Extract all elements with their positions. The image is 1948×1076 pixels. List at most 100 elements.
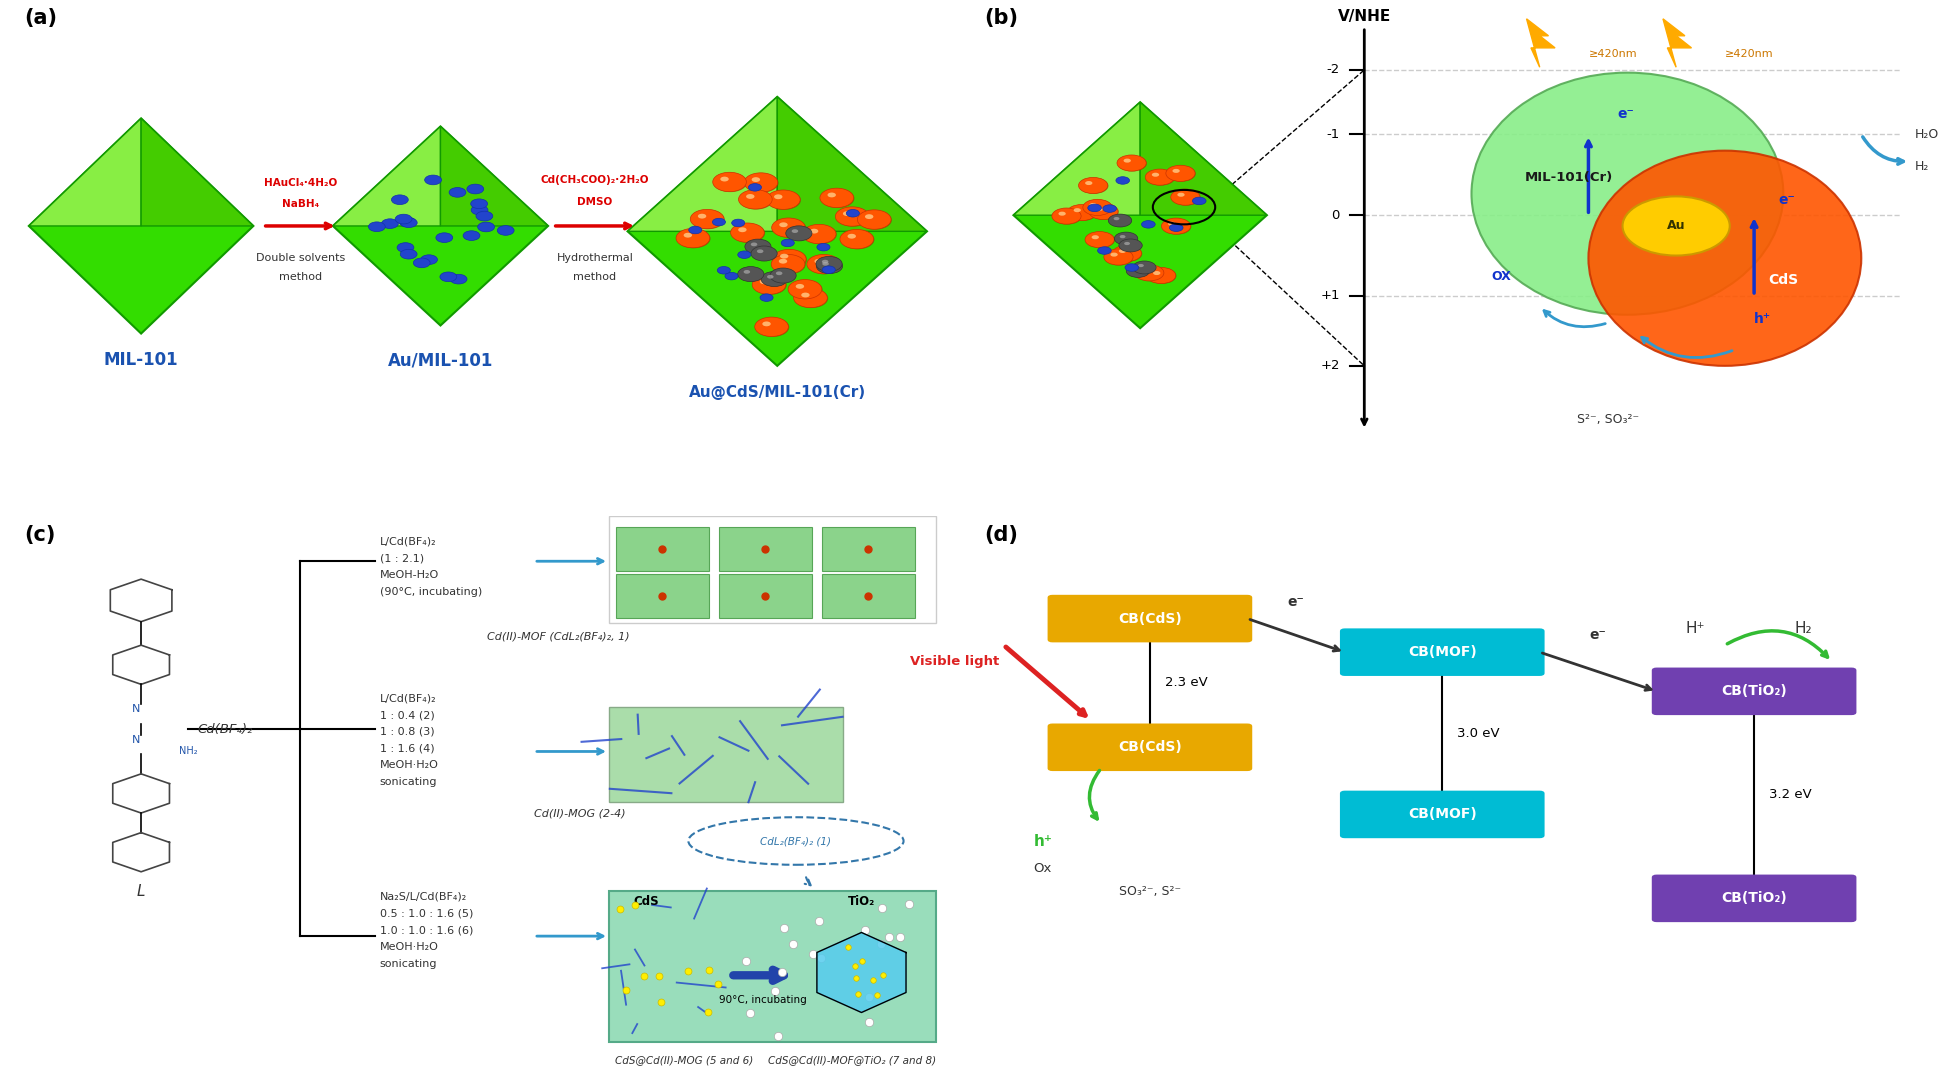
Text: -2: -2 (1327, 63, 1340, 76)
Text: sonicating: sonicating (380, 959, 436, 969)
Circle shape (1126, 265, 1149, 278)
Circle shape (477, 222, 495, 231)
Circle shape (1114, 232, 1138, 245)
Text: CB(MOF): CB(MOF) (1406, 646, 1477, 660)
Circle shape (475, 211, 493, 221)
Circle shape (1110, 253, 1116, 256)
Circle shape (822, 261, 828, 266)
Circle shape (1145, 268, 1175, 284)
Circle shape (676, 228, 709, 247)
Text: SO₃²⁻, S²⁻: SO₃²⁻, S²⁻ (1118, 884, 1180, 897)
Circle shape (840, 230, 875, 250)
Polygon shape (777, 97, 927, 231)
Circle shape (1118, 239, 1142, 252)
Circle shape (1142, 221, 1155, 228)
Circle shape (814, 259, 822, 264)
Circle shape (816, 243, 830, 251)
Text: CdL₂(BF₄)₂ (1): CdL₂(BF₄)₂ (1) (760, 836, 832, 846)
Circle shape (789, 280, 822, 299)
Text: N: N (132, 705, 140, 714)
Polygon shape (1013, 102, 1140, 215)
Circle shape (756, 250, 764, 253)
Circle shape (820, 188, 853, 208)
Circle shape (1145, 170, 1175, 186)
Circle shape (1103, 249, 1132, 265)
Circle shape (1085, 231, 1114, 247)
Circle shape (1116, 155, 1145, 171)
Circle shape (464, 230, 479, 240)
Text: method: method (279, 272, 321, 282)
Circle shape (779, 254, 789, 258)
Text: L/Cd(BF₄)₂: L/Cd(BF₄)₂ (380, 537, 436, 547)
Text: e⁻: e⁻ (1590, 628, 1605, 642)
Text: CdS@Cd(II)-MOF@TiO₂ (7 and 8): CdS@Cd(II)-MOF@TiO₂ (7 and 8) (768, 1056, 935, 1065)
Polygon shape (627, 97, 777, 231)
Circle shape (1066, 204, 1095, 221)
Circle shape (773, 250, 806, 269)
Circle shape (840, 229, 873, 249)
FancyBboxPatch shape (719, 575, 812, 619)
Text: 2.3 eV: 2.3 eV (1165, 677, 1206, 690)
Circle shape (1087, 204, 1101, 212)
Text: NaBH₄: NaBH₄ (281, 199, 319, 210)
Text: (d): (d) (984, 525, 1017, 544)
Circle shape (803, 225, 836, 244)
Circle shape (775, 271, 781, 275)
Circle shape (436, 232, 452, 242)
Circle shape (1118, 235, 1124, 238)
Circle shape (847, 233, 855, 239)
FancyBboxPatch shape (719, 526, 812, 570)
Circle shape (1095, 207, 1103, 211)
Circle shape (771, 254, 805, 273)
Circle shape (785, 226, 812, 241)
Text: L: L (136, 883, 146, 898)
Circle shape (771, 218, 806, 238)
FancyBboxPatch shape (608, 891, 935, 1043)
Text: MIL-101(Cr): MIL-101(Cr) (1523, 171, 1613, 184)
Circle shape (1161, 218, 1190, 235)
Text: N: N (132, 735, 140, 745)
Text: sonicating: sonicating (380, 777, 436, 788)
Circle shape (730, 220, 744, 227)
Text: Au@CdS/MIL-101(Cr): Au@CdS/MIL-101(Cr) (688, 385, 865, 400)
Circle shape (756, 317, 789, 337)
Circle shape (1073, 208, 1081, 212)
Circle shape (392, 195, 407, 204)
Text: method: method (573, 272, 616, 282)
Circle shape (760, 294, 773, 301)
Circle shape (1173, 169, 1179, 173)
Text: +1: +1 (1319, 289, 1340, 302)
Circle shape (769, 268, 797, 283)
Circle shape (468, 184, 483, 194)
FancyBboxPatch shape (1048, 595, 1253, 642)
Circle shape (1171, 189, 1200, 206)
Circle shape (865, 214, 873, 220)
Text: H⁺: H⁺ (1685, 621, 1704, 636)
Circle shape (1192, 197, 1206, 204)
Text: 3.0 eV: 3.0 eV (1457, 726, 1498, 740)
Circle shape (766, 190, 801, 210)
Circle shape (803, 225, 836, 244)
Text: 1.0 : 1.0 : 1.6 (6): 1.0 : 1.0 : 1.6 (6) (380, 925, 473, 935)
Circle shape (750, 242, 758, 246)
Circle shape (395, 214, 411, 224)
Circle shape (1083, 200, 1112, 216)
Circle shape (1097, 246, 1110, 254)
Text: Ox: Ox (1032, 863, 1052, 876)
Text: MeOH·H₂O: MeOH·H₂O (380, 943, 438, 952)
Text: Au/MIL-101: Au/MIL-101 (388, 352, 493, 369)
Circle shape (744, 270, 750, 273)
Text: Cd(II)-MOG (2-4): Cd(II)-MOG (2-4) (534, 808, 625, 818)
Circle shape (676, 229, 711, 249)
Circle shape (1124, 264, 1138, 271)
Circle shape (820, 188, 853, 208)
Text: Au: Au (1666, 220, 1685, 232)
Circle shape (762, 271, 787, 286)
Circle shape (1052, 209, 1081, 225)
FancyBboxPatch shape (1650, 875, 1856, 922)
Circle shape (1058, 212, 1066, 215)
Circle shape (806, 255, 842, 274)
Circle shape (845, 210, 859, 217)
Ellipse shape (1621, 196, 1730, 256)
Circle shape (793, 288, 826, 308)
